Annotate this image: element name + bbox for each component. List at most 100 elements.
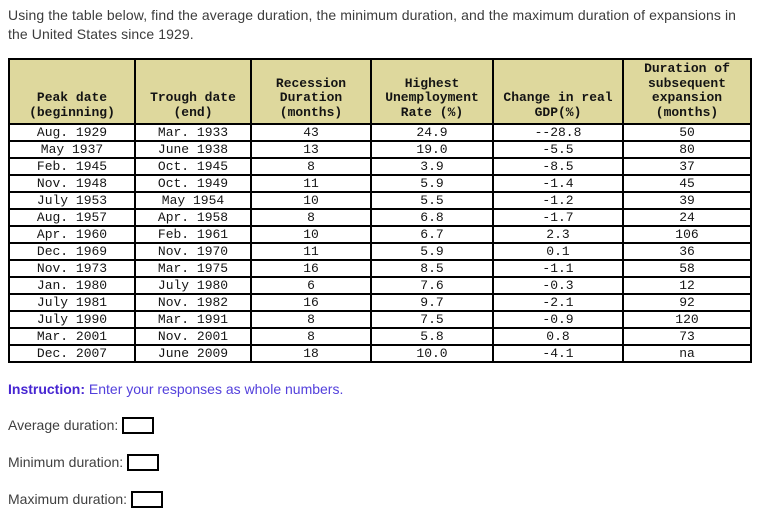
table-cell: 12 [622,276,752,295]
table-row: Feb. 1945 Oct. 1945 8 3.9 -8.5 37 [8,157,752,176]
table-cell: July 1953 [8,191,136,210]
table-cell: 0.1 [492,242,624,261]
recessions-expansions-table: Peak date (beginning) Trough date (end) Rece… [8,58,752,363]
column-header: Trough date (end) [134,58,252,125]
maximum-duration-row: Maximum duration: [8,489,773,509]
table-cell: 50 [622,123,752,142]
table-cell: 5.5 [370,191,494,210]
table-cell: Jan. 1980 [8,276,136,295]
table-body: Aug. 1929 Mar. 1933 43 24.9 --28.8 50 May 1937… [8,123,752,363]
table-row: Aug. 1929 Mar. 1933 43 24.9 --28.8 50 [8,123,752,142]
table-cell: 73 [622,327,752,346]
table-cell: Apr. 1960 [8,225,136,244]
table-row: Aug. 1957 Apr. 1958 8 6.8 -1.7 24 [8,208,752,227]
table-cell: July 1990 [8,310,136,329]
table-cell: -8.5 [492,157,624,176]
table-cell: 7.5 [370,310,494,329]
table-cell: -5.5 [492,140,624,159]
table-row: May 1937 June 1938 13 19.0 -5.5 80 [8,140,752,159]
maximum-duration-label: Maximum duration: [8,491,128,507]
table-cell: 16 [250,293,372,312]
table-cell: 8 [250,208,372,227]
table-cell: -0.3 [492,276,624,295]
table-cell: --28.8 [492,123,624,142]
instruction-label: Instruction: [8,381,85,397]
question-text: Using the table below, find the average … [8,7,737,42]
table-row: Dec. 2007 June 2009 18 10.0 -4.1 na [8,344,752,363]
table-cell: -4.1 [492,344,624,363]
table-cell: 45 [622,174,752,193]
table-cell: 11 [250,242,372,261]
minimum-duration-label: Minimum duration: [8,454,124,470]
column-header: Change in real GDP(%) [492,58,624,125]
table-cell: Nov. 1970 [134,242,252,261]
table-cell: Dec. 2007 [8,344,136,363]
table-cell: Nov. 1973 [8,259,136,278]
table-cell: 24 [622,208,752,227]
table-cell: 7.6 [370,276,494,295]
table-cell: 5.9 [370,174,494,193]
table-cell: Nov. 1982 [134,293,252,312]
table-row: July 1990 Mar. 1991 8 7.5 -0.9 120 [8,310,752,329]
table-cell: 6.8 [370,208,494,227]
table-cell: 36 [622,242,752,261]
table-cell: -1.4 [492,174,624,193]
column-header: Peak date (beginning) [8,58,136,125]
table-cell: 92 [622,293,752,312]
table-cell: Aug. 1957 [8,208,136,227]
table-row: Jan. 1980 July 1980 6 7.6 -0.3 12 [8,276,752,295]
table-cell: 16 [250,259,372,278]
table-cell: Aug. 1929 [8,123,136,142]
table-cell: Dec. 1969 [8,242,136,261]
table-cell: 3.9 [370,157,494,176]
table-cell: 2.3 [492,225,624,244]
table-cell: May 1954 [134,191,252,210]
table-cell: 43 [250,123,372,142]
table-cell: 37 [622,157,752,176]
table-cell: May 1937 [8,140,136,159]
minimum-duration-row: Minimum duration: [8,452,773,472]
table-cell: -2.1 [492,293,624,312]
table-cell: Mar. 1975 [134,259,252,278]
table-cell: 58 [622,259,752,278]
table-row: Mar. 2001 Nov. 2001 8 5.8 0.8 73 [8,327,752,346]
table-cell: 8 [250,310,372,329]
table-cell: Oct. 1949 [134,174,252,193]
table-cell: na [622,344,752,363]
table-cell: June 2009 [134,344,252,363]
table-cell: 13 [250,140,372,159]
table-cell: Apr. 1958 [134,208,252,227]
average-duration-input[interactable] [122,416,155,434]
table-cell: 120 [622,310,752,329]
table-cell: 106 [622,225,752,244]
table-cell: Mar. 2001 [8,327,136,346]
table-cell: 19.0 [370,140,494,159]
table-row: July 1953 May 1954 10 5.5 -1.2 39 [8,191,752,210]
table-cell: July 1980 [134,276,252,295]
table-cell: Mar. 1933 [134,123,252,142]
table-cell: Feb. 1961 [134,225,252,244]
table-cell: 39 [622,191,752,210]
table-cell: Mar. 1991 [134,310,252,329]
table-header-row: Peak date (beginning) Trough date (end) Rece… [8,58,752,125]
table-cell: 10 [250,225,372,244]
instruction-text: Enter your responses as whole numbers. [85,381,344,397]
average-duration-row: Average duration: [8,415,773,435]
table-cell: 11 [250,174,372,193]
table-cell: June 1938 [134,140,252,159]
table-cell: -1.2 [492,191,624,210]
table-row: July 1981 Nov. 1982 16 9.7 -2.1 92 [8,293,752,312]
table-cell: 0.8 [492,327,624,346]
table-cell: 6.7 [370,225,494,244]
minimum-duration-input[interactable] [127,453,160,471]
table-cell: -0.9 [492,310,624,329]
table-cell: Oct. 1945 [134,157,252,176]
table-row: Nov. 1973 Mar. 1975 16 8.5 -1.1 58 [8,259,752,278]
maximum-duration-input[interactable] [131,490,164,508]
table-cell: 8.5 [370,259,494,278]
table-cell: Feb. 1945 [8,157,136,176]
table-cell: -1.1 [492,259,624,278]
table-cell: 24.9 [370,123,494,142]
table-cell: 9.7 [370,293,494,312]
table-cell: 18 [250,344,372,363]
